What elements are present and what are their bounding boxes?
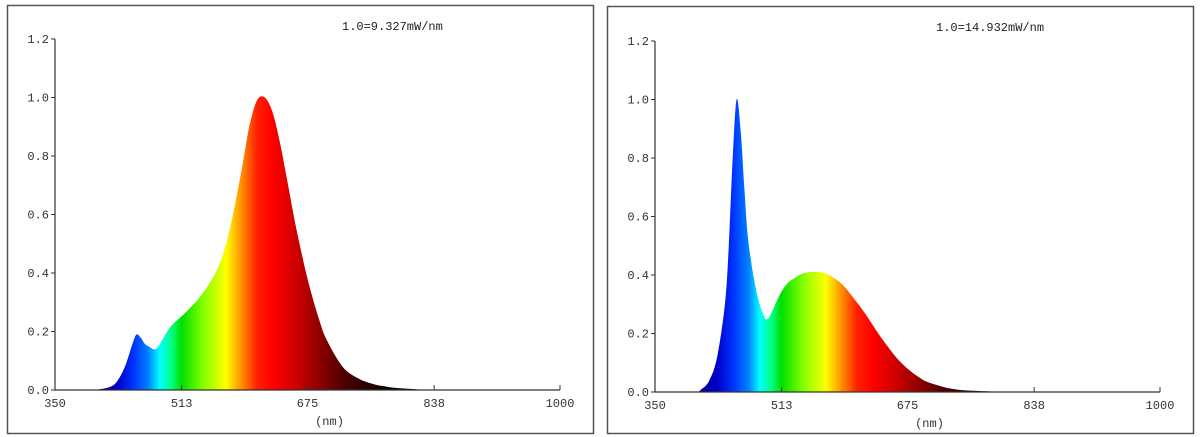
spectrum-area [55,96,560,390]
x-tick-label: 1000 [546,397,575,411]
x-tick-label: 1000 [1146,399,1175,413]
y-tick-label: 0.6 [27,209,49,223]
y-tick-label: 1.2 [27,33,49,47]
y-tick-label: 0.8 [627,152,649,166]
x-tick-label: 838 [423,397,445,411]
y-tick-label: 0.8 [27,150,49,164]
y-tick-label: 0.2 [27,326,49,340]
spectrum-chart-left: 0.0 0.2 0.4 0.6 0.8 1.0 1.2 350 513 675 838 1000 (nm… [6,4,595,435]
x-tick-label: 513 [771,399,793,413]
y-tick-label: 1.0 [27,92,49,106]
x-axis-label: (nm) [915,417,944,431]
x-tick-label: 675 [297,397,319,411]
y-tick-label: 0.2 [627,328,649,342]
normalization-annotation: 1.0=9.327mW/nm [342,20,443,34]
y-tick-label: 0.0 [627,386,649,400]
x-tick-label: 838 [1023,399,1045,413]
x-tick-label: 350 [644,399,666,413]
x-tick-label: 350 [44,397,66,411]
spectrum-panel-right: 0.0 0.2 0.4 0.6 0.8 1.0 1.2 350 513 675 838 1000 (nm… [600,0,1200,437]
y-tick-label: 0.4 [27,267,49,281]
y-tick-label: 0.4 [627,269,649,283]
x-axis-label: (nm) [315,415,344,429]
spectrum-panel-left: 0.0 0.2 0.4 0.6 0.8 1.0 1.2 350 513 675 838 1000 (nm… [6,4,595,435]
x-tick-label: 675 [897,399,919,413]
x-tick-label: 513 [171,397,193,411]
spectrum-chart-right: 0.0 0.2 0.4 0.6 0.8 1.0 1.2 350 513 675 838 1000 (nm… [606,5,1195,435]
y-tick-label: 1.0 [627,94,649,108]
y-tick-label: 0.0 [27,384,49,398]
y-tick-label: 1.2 [627,35,649,49]
spectrum-area [655,98,1160,392]
normalization-annotation: 1.0=14.932mW/nm [936,21,1044,35]
y-tick-label: 0.6 [627,211,649,225]
